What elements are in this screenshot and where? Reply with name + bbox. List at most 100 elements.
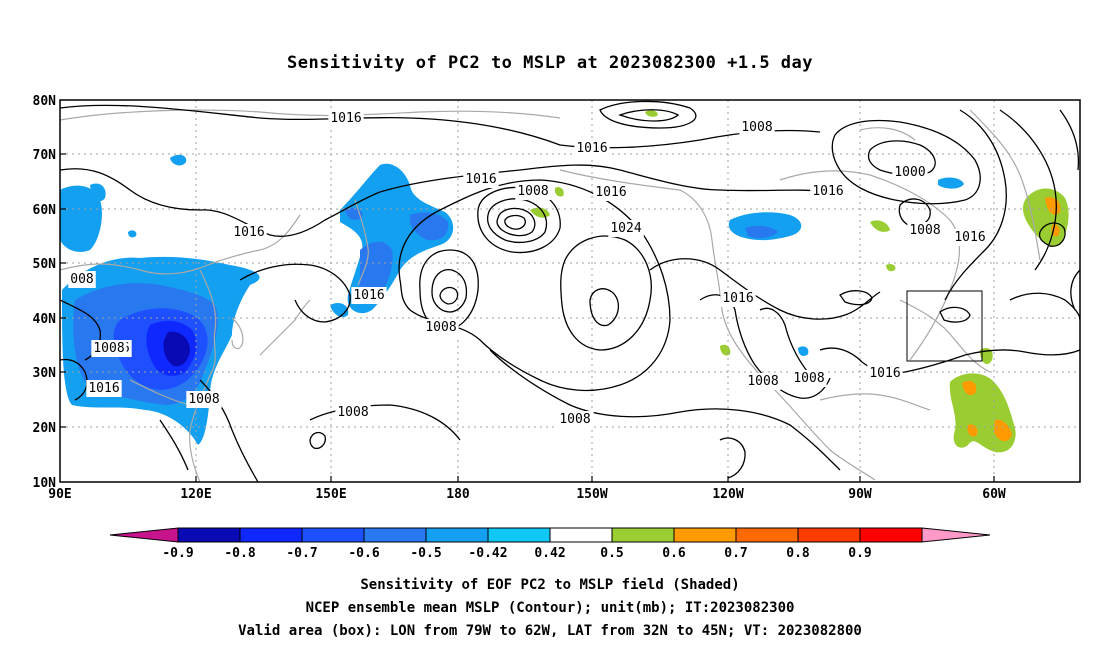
lon-tick-label: 150W — [576, 487, 607, 502]
colorbar-swatch — [797, 527, 861, 543]
contour-label-bg — [328, 110, 364, 127]
colorbar-tick-label: -0.7 — [286, 546, 317, 561]
colorbar-swatch — [673, 527, 737, 543]
contour-label: 1008 — [559, 412, 590, 427]
graticule — [60, 100, 1080, 482]
contour-label: 1008 — [337, 405, 368, 420]
contour-label: 1016 — [722, 291, 753, 306]
contour-label: 1016 — [954, 230, 985, 245]
caption-line-3: Valid area (box): LON from 79W to 62W, L… — [238, 623, 862, 639]
contour-labels: 1016 1008 1016 1016 1008 1016 1016 1000 1016 1024… — [68, 110, 988, 428]
figure-title: Sensitivity of PC2 to MSLP at 2023082300… — [287, 53, 813, 73]
contour-label-bg — [335, 404, 371, 421]
colorbar-extend-high — [921, 527, 991, 543]
lat-tick-label: 40N — [33, 312, 57, 327]
colorbar-swatch — [301, 527, 365, 543]
contour-label: 1000 — [894, 165, 925, 180]
colorbar-swatch — [425, 527, 489, 543]
contour-label-bg — [867, 365, 903, 382]
colorbar-swatch — [735, 527, 799, 543]
contour-label-bg — [791, 370, 827, 387]
lat-tick-label: 70N — [33, 148, 57, 163]
contour-label-bg — [68, 271, 96, 288]
contour-label: 1016 — [812, 184, 843, 199]
contour-label: 1008 — [425, 320, 456, 335]
contour-label-bg — [423, 319, 459, 336]
colorbar-tick-label: -0.6 — [348, 546, 379, 561]
isobars — [60, 100, 1080, 482]
lat-tick-label: 10N — [33, 476, 57, 491]
lat-tick-label: 50N — [33, 257, 57, 272]
contour-label-bg — [186, 391, 222, 408]
lon-tick-label: 90E — [48, 487, 71, 502]
lat-tick-label: 80N — [33, 94, 57, 109]
tick-marks — [60, 153, 995, 482]
map-frame — [59, 99, 1081, 483]
contour-label: 1016 — [330, 111, 361, 126]
contour-label-bg — [745, 373, 781, 390]
colorbar-swatch — [859, 527, 923, 543]
contour-label-bg — [351, 287, 387, 304]
contour-label: 1008 — [517, 184, 548, 199]
colorbar-swatch — [363, 527, 427, 543]
contour-label-bg — [515, 183, 551, 200]
colorbar-tick-label: 0.6 — [662, 546, 686, 561]
lon-tick-label: 150E — [315, 487, 346, 502]
colorbar-tick-label: -0.9 — [162, 546, 193, 561]
lon-tick-label: 60W — [982, 487, 1006, 502]
colorbar: -0.9 -0.8 -0.7 -0.6 -0.5 -0.42 0.42 0.5 0.6 0.7 0.… — [109, 527, 991, 561]
lon-tick-label: 180 — [446, 487, 470, 502]
lon-tick-label: 90W — [848, 487, 872, 502]
colorbar-tick-label: 0.7 — [724, 546, 747, 561]
colorbar-tick-label: 0.42 — [534, 546, 565, 561]
colorbar-tick-label: -0.8 — [224, 546, 255, 561]
contour-label: 1008 — [747, 374, 778, 389]
colorbar-tick-label: 0.9 — [848, 546, 871, 561]
colorbar-swatch — [239, 527, 303, 543]
contour-label-bg — [608, 220, 644, 237]
contour-label-bg — [593, 184, 629, 201]
contour-label: 1008 — [793, 371, 824, 386]
caption-line-2: NCEP ensemble mean MSLP (Contour); unit(… — [306, 600, 795, 616]
colorbar-extend-low — [109, 527, 179, 543]
contour-label: 1008 — [93, 341, 124, 356]
contour-label-bg — [91, 340, 127, 357]
contour-label: 1008 — [909, 223, 940, 238]
colorbar-tick-label: 0.8 — [786, 546, 810, 561]
lon-tick-label: 120W — [712, 487, 743, 502]
contour-label: 1016 — [353, 288, 384, 303]
contour-label: 1016 — [233, 225, 264, 240]
caption-line-1: Sensitivity of EOF PC2 to MSLP field (Sh… — [360, 577, 739, 593]
contour-label: 1016 — [576, 141, 607, 156]
contour-label-bg — [86, 380, 122, 397]
contour-label: 1016 — [595, 185, 626, 200]
contour-label: 1008 — [741, 120, 772, 135]
contour-label: 1016 — [88, 381, 119, 396]
lat-tick-labels: 80N 70N 60N 50N 40N 30N 20N 10N — [33, 94, 57, 491]
colorbar-swatch — [177, 527, 241, 543]
contour-label-bg — [720, 290, 756, 307]
contour-label-bg — [907, 222, 943, 239]
lon-tick-label: 120E — [180, 487, 211, 502]
contour-label-bg — [574, 140, 610, 157]
contour-label-bg — [463, 171, 499, 188]
contour-label-bg — [810, 183, 846, 200]
valid-area-box — [906, 290, 983, 362]
contour-label: 1008 — [188, 392, 219, 407]
colorbar-swatch — [487, 527, 551, 543]
contour-label: 008 — [70, 272, 93, 287]
colorbar-tick-label: -0.42 — [468, 546, 507, 561]
contour-label: 1016 — [465, 172, 496, 187]
contour-label-bg — [231, 224, 267, 241]
colorbar-swatch — [611, 527, 675, 543]
lat-tick-label: 20N — [33, 421, 57, 436]
lat-tick-label: 30N — [33, 366, 57, 381]
colorbar-tick-label: -0.5 — [410, 546, 441, 561]
lon-tick-labels: 90E 120E 150E 180 150W 120W 90W 60W — [48, 487, 1006, 502]
contour-label: 1024 — [610, 221, 641, 236]
contour-label-bg — [892, 164, 928, 181]
contour-label: 1016 — [869, 366, 900, 381]
coastlines — [60, 109, 1041, 482]
